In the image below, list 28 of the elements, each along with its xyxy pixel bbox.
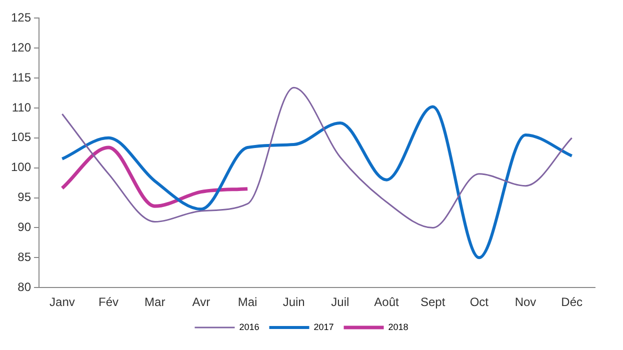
y-tick-label: 90 bbox=[18, 220, 32, 234]
x-tick-label: Nov bbox=[514, 295, 536, 310]
x-tick-label: Avr bbox=[192, 295, 210, 310]
y-tick-label: 80 bbox=[18, 280, 32, 294]
x-tick-label: Janv bbox=[50, 295, 75, 310]
x-tick-label: Déc bbox=[561, 295, 583, 310]
y-tick-label: 100 bbox=[10, 160, 32, 174]
legend-label: 2016 bbox=[239, 322, 260, 332]
x-tick-label: Août bbox=[374, 295, 400, 310]
x-tick-label: Oct bbox=[470, 295, 490, 310]
x-tick-label: Mar bbox=[144, 295, 166, 310]
y-tick-label: 115 bbox=[12, 70, 32, 84]
x-tick-label: Juin bbox=[282, 295, 305, 310]
y-tick-label: 105 bbox=[10, 130, 32, 144]
y-tick-label: 125 bbox=[10, 10, 32, 25]
x-tick-label: Juil bbox=[331, 295, 350, 310]
x-tick-label: Sept bbox=[420, 295, 446, 310]
legend-label: 2018 bbox=[388, 322, 408, 332]
y-tick-label: 95 bbox=[18, 190, 32, 204]
x-tick-label: Fév bbox=[98, 295, 119, 310]
y-tick-label: 110 bbox=[12, 100, 32, 114]
legend-label: 2017 bbox=[314, 322, 334, 332]
x-tick-label: Mai bbox=[238, 295, 258, 310]
line-series bbox=[60, 146, 250, 208]
line-series bbox=[60, 105, 574, 260]
line-series bbox=[61, 86, 573, 228]
y-tick-label: 120 bbox=[10, 40, 32, 54]
y-tick-label: 85 bbox=[18, 250, 32, 264]
